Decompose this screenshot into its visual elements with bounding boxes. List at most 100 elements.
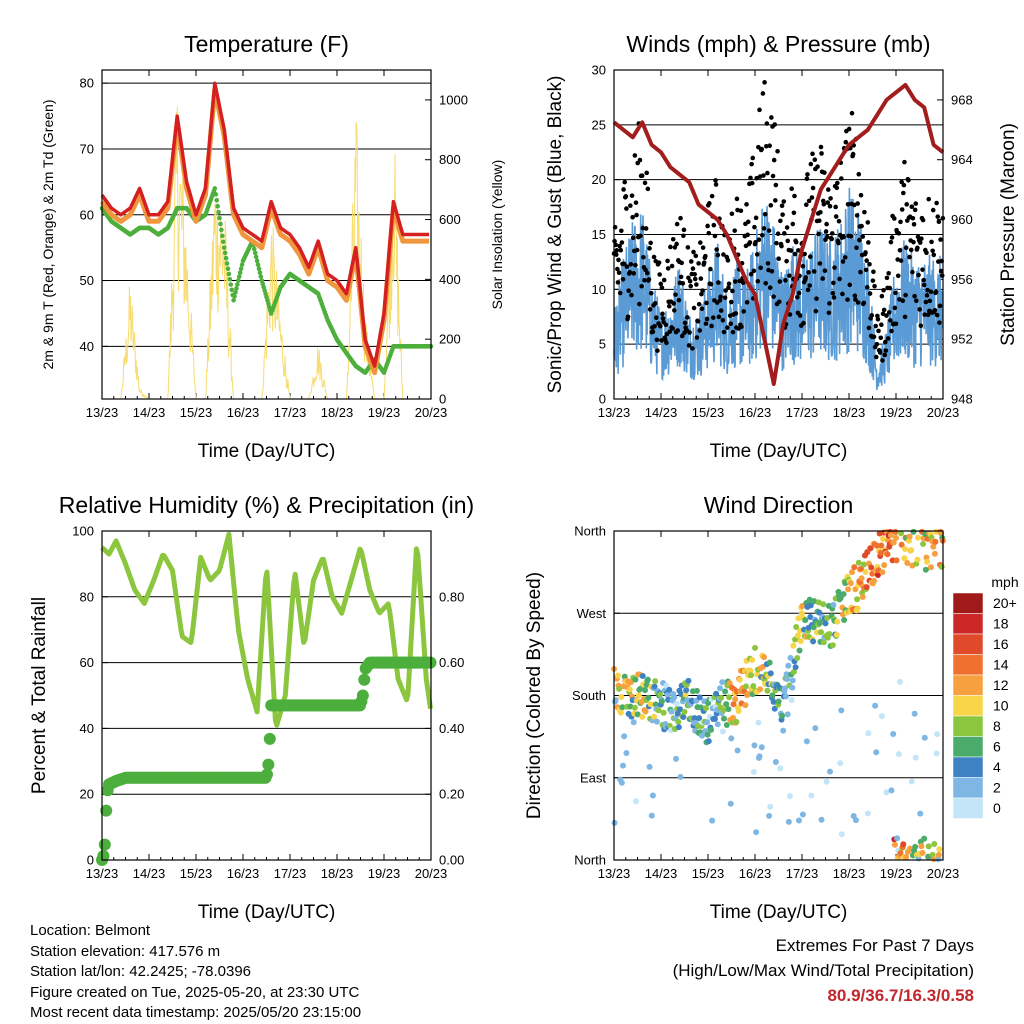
point-gust	[876, 328, 881, 334]
point-gust	[849, 110, 855, 116]
point-direction	[795, 817, 802, 824]
point-direction	[854, 596, 861, 603]
point-direction	[646, 763, 653, 770]
point-direction	[918, 843, 925, 850]
point-gust	[708, 281, 714, 287]
point-gust	[694, 335, 700, 340]
y-tick-label: 100	[72, 524, 94, 539]
chart-title: Temperature (F)	[184, 31, 349, 57]
point-direction	[653, 718, 660, 725]
point-gust	[874, 341, 880, 347]
point-dewpoint	[257, 270, 263, 275]
point-gust	[627, 269, 633, 275]
point-direction	[789, 677, 796, 684]
point-direction	[671, 694, 678, 701]
point-gust	[895, 273, 901, 279]
point-direction	[908, 547, 915, 554]
point-direction	[713, 690, 720, 697]
point-direction	[767, 803, 774, 810]
point-gust	[810, 185, 816, 191]
point-gust	[842, 255, 848, 260]
point-gust	[926, 196, 932, 202]
point-direction	[807, 614, 814, 621]
point-gust	[681, 227, 687, 233]
point-direction	[927, 564, 934, 571]
point-gust	[866, 325, 872, 331]
y-right-tick-label: 968	[951, 92, 973, 107]
point-direction	[788, 697, 795, 704]
point-direction	[855, 559, 862, 566]
point-direction	[852, 586, 859, 593]
point-gust	[938, 268, 944, 274]
point-gust	[809, 195, 815, 200]
point-gust	[866, 240, 871, 245]
point-gust	[686, 275, 691, 281]
point-direction	[932, 538, 939, 545]
y-right-tick-label: 600	[439, 212, 461, 227]
x-tick-label: 17/23	[786, 866, 819, 881]
point-gust	[930, 207, 936, 213]
x-tick-label: 15/23	[692, 405, 725, 420]
point-direction	[872, 702, 879, 709]
point-gust	[714, 247, 719, 252]
point-direction	[704, 719, 711, 726]
point-gust	[658, 281, 664, 287]
point-gust	[859, 223, 864, 229]
point-gust	[912, 293, 917, 299]
point-direction	[748, 672, 755, 679]
point-gust	[614, 248, 620, 253]
point-gust	[862, 209, 867, 215]
point-direction	[779, 712, 786, 719]
point-direction	[931, 550, 938, 557]
point-gust	[877, 350, 883, 355]
point-gust	[807, 254, 813, 260]
point-dewpoint	[215, 203, 220, 209]
point-gust	[824, 221, 829, 227]
point-gust	[790, 221, 796, 227]
point-gust	[930, 248, 935, 254]
y-right-tick-label: 952	[951, 332, 973, 347]
x-tick-label: 16/23	[227, 405, 260, 420]
point-direction	[871, 577, 878, 584]
point-gust	[703, 253, 708, 259]
point-gust	[869, 313, 875, 318]
point-dewpoint	[225, 266, 231, 272]
x-tick-label: 15/23	[692, 866, 725, 881]
point-direction	[874, 572, 881, 579]
point-gust	[804, 176, 810, 182]
point-gust	[759, 146, 765, 152]
point-direction	[777, 765, 784, 772]
point-gust	[763, 281, 769, 286]
point-gust	[816, 231, 822, 237]
point-direction	[810, 638, 817, 645]
x-tick-label: 19/23	[880, 866, 913, 881]
point-direction	[647, 701, 654, 708]
point-gust	[704, 300, 709, 306]
point-gust	[845, 201, 851, 207]
point-direction	[806, 596, 813, 603]
point-gust	[745, 232, 750, 238]
point-direction	[838, 831, 845, 838]
point-direction	[924, 558, 931, 565]
point-gust	[753, 215, 759, 221]
point-direction	[935, 851, 942, 858]
latlon-text: Station lat/lon: 42.2425; -78.0396	[30, 963, 252, 980]
point-direction	[878, 713, 885, 720]
point-direction	[888, 787, 895, 794]
point-gust	[829, 236, 835, 242]
point-direction	[652, 678, 659, 685]
point-gust	[871, 269, 876, 275]
point-direction	[673, 755, 680, 762]
point-direction	[783, 671, 790, 678]
y-right-tick-label: 0.80	[439, 589, 464, 604]
point-gust	[870, 278, 876, 283]
point-gust	[741, 309, 747, 314]
point-direction	[630, 719, 637, 726]
point-direction	[673, 700, 680, 707]
point-gust	[793, 239, 799, 245]
point-direction	[824, 615, 831, 622]
point-direction	[808, 792, 815, 799]
point-dewpoint	[217, 215, 222, 221]
x-tick-label: 20/23	[415, 405, 448, 420]
point-gust	[897, 247, 903, 253]
